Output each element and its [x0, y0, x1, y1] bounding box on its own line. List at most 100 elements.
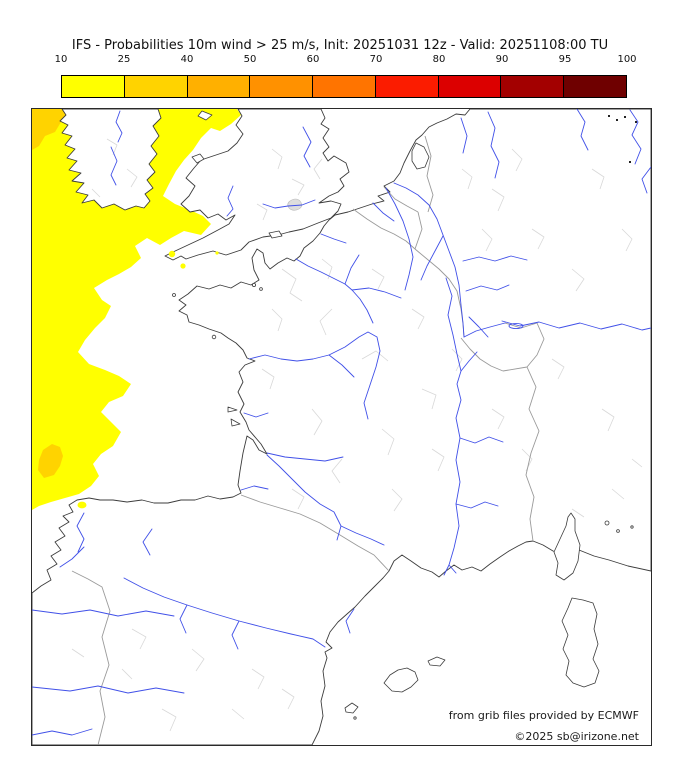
- river-aude: [340, 525, 385, 546]
- ijsselmeer-lake: [411, 142, 430, 170]
- colorbar-tick: 60: [306, 54, 320, 65]
- river-charente: [243, 412, 269, 418]
- river-rhine-upper: [463, 322, 506, 338]
- colorbar-segment: [124, 76, 188, 97]
- channel-island: [259, 287, 263, 291]
- river-adour: [240, 485, 269, 491]
- colorbar-tick: 70: [369, 54, 383, 65]
- river-meuse: [385, 187, 414, 291]
- menorca-island: [427, 656, 446, 667]
- river-neckar: [465, 284, 510, 292]
- river-cantabria-1: [76, 512, 85, 553]
- river-shannon: [110, 146, 118, 186]
- border-belgium-germany: [414, 211, 423, 250]
- coastline-ireland: [59, 109, 162, 211]
- river-mino: [59, 546, 85, 568]
- river-rhone-delta-branch: [448, 564, 457, 574]
- isle-of-wight: [268, 230, 283, 239]
- colorbar-segment: [313, 76, 376, 97]
- mallorca-island: [383, 667, 419, 693]
- oleron-island: [230, 418, 241, 427]
- colorbar-tick: 40: [180, 54, 194, 65]
- river-isere: [459, 436, 504, 444]
- river-duero: [32, 609, 175, 617]
- ibiza-island: [344, 702, 359, 714]
- attribution-copyright: ©2025 sb@irizone.net: [514, 730, 639, 743]
- border-netherlands-germany: [424, 135, 434, 213]
- border-france-belgium: [352, 208, 416, 250]
- river-rhine: [393, 182, 465, 338]
- river-trent: [302, 126, 312, 168]
- river-cher: [328, 354, 355, 378]
- colorbar-tick: 10: [54, 54, 68, 65]
- colorbar-segment: [501, 76, 565, 97]
- elba-island: [604, 520, 610, 526]
- river-rhone: [443, 351, 478, 576]
- probability-shading-25-40-corner: [32, 109, 93, 150]
- river-marne: [351, 287, 402, 299]
- colorbar-segment: [438, 76, 502, 97]
- colorbar: [61, 75, 627, 98]
- coastline-great-britain: [164, 109, 350, 261]
- anglesey-island: [191, 153, 205, 164]
- city-marks: [608, 115, 637, 163]
- river-moselle: [420, 235, 444, 281]
- river-garonne: [266, 454, 342, 541]
- re-island: [227, 406, 238, 413]
- attribution-source: from grib files provided by ECMWF: [449, 709, 639, 722]
- colorbar-tick: 25: [117, 54, 131, 65]
- probability-shading-10-25: [32, 109, 241, 510]
- colorbar-tick: 90: [495, 54, 509, 65]
- admin-boundaries: [71, 138, 643, 732]
- border-spain-portugal: [71, 570, 111, 745]
- probability-shading-small-spots: [77, 250, 219, 509]
- colorbar-segment: [62, 76, 125, 97]
- border-france-spain: [240, 494, 390, 572]
- river-loire: [248, 331, 381, 420]
- small-island: [616, 529, 620, 533]
- river-tajo: [32, 685, 185, 694]
- formentera-island: [353, 716, 357, 720]
- colorbar-tick: 95: [558, 54, 572, 65]
- lake-constance: [508, 322, 524, 330]
- river-durance: [455, 501, 499, 509]
- coastline-continent: [32, 109, 651, 745]
- river-oder-area: [629, 109, 642, 165]
- river-scheldt: [372, 202, 395, 222]
- isle-of-man: [197, 110, 213, 121]
- river-weser: [487, 111, 500, 179]
- river-saone: [445, 277, 462, 372]
- ouessant-island: [172, 293, 176, 297]
- river-ebro-tributary: [179, 604, 240, 650]
- colorbar-tick: 80: [432, 54, 446, 65]
- europe-wind-probability-map: from grib files provided by ECMWF ©2025 …: [32, 109, 651, 745]
- colorbar-tick: 100: [617, 54, 637, 65]
- colorbar-tick: 50: [243, 54, 257, 65]
- page-title: IFS - Probabilities 10m wind > 25 m/s, I…: [71, 38, 609, 53]
- river-bann: [115, 110, 123, 143]
- colorbar-segment: [187, 76, 251, 97]
- border-belgium-netherlands: [383, 186, 419, 213]
- river-ebro: [123, 577, 326, 648]
- belle-ile-island: [211, 334, 217, 340]
- colorbar-segment: [564, 76, 627, 97]
- river-spain-south: [32, 728, 93, 736]
- river-dordogne: [266, 452, 344, 462]
- sardinia-island: [561, 597, 600, 688]
- river-cantabria-2: [142, 528, 153, 556]
- river-elbe: [576, 109, 589, 151]
- rivers: [32, 109, 651, 736]
- colorbar-segment: [375, 76, 439, 97]
- river-doubs: [468, 316, 489, 338]
- river-main: [462, 255, 528, 262]
- channel-island: [251, 282, 256, 287]
- border-france-italy: [525, 366, 540, 542]
- corsica-island: [553, 512, 581, 581]
- colorbar-ticks: 10 25 40 50 60 70 80 90 95 100: [0, 54, 680, 68]
- border-switzerland-italy: [502, 322, 545, 372]
- river-somme: [320, 233, 347, 244]
- map-canvas: from grib files provided by ECMWF ©2025 …: [31, 108, 652, 746]
- colorbar-segment: [250, 76, 314, 97]
- river-ems: [460, 117, 468, 154]
